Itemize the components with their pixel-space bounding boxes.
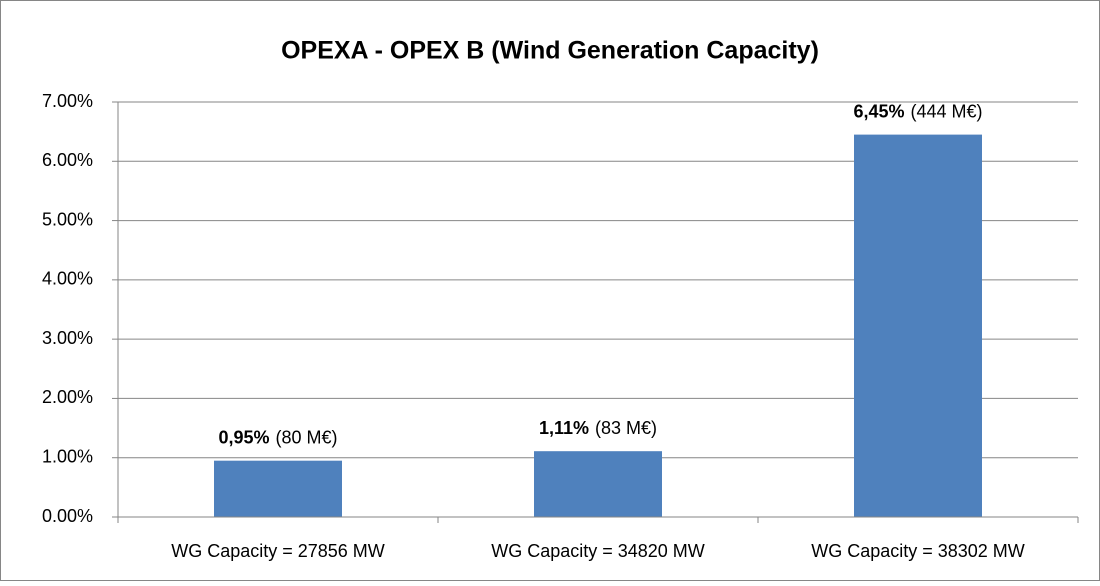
data-label-value: 1,11% [539,418,589,438]
y-tick-label: 0.00% [42,506,93,526]
data-label-value: 0,95% [218,427,269,447]
x-tick-label: WG Capacity = 34820 MW [491,541,705,561]
y-tick-label: 2.00% [42,387,93,407]
bar [214,460,342,517]
y-tick-label: 7.00% [42,91,93,111]
data-label-note: (83 M€) [595,418,657,438]
y-tick-label: 1.00% [42,446,93,466]
x-tick-label: WG Capacity = 38302 MW [811,541,1025,561]
data-label-note: (444 M€) [911,101,983,121]
data-label-note: (80 M€) [276,427,338,447]
bar [534,451,662,517]
data-label-value: 6,45% [853,101,904,121]
x-tick-label: WG Capacity = 27856 MW [171,541,385,561]
chart-title: OPEXA - OPEX B (Wind Generation Capacity… [281,37,819,65]
y-tick-label: 6.00% [42,150,93,170]
y-tick-label: 3.00% [42,328,93,348]
data-label: 1,11% (83 M€) [539,418,657,438]
bar [854,134,982,517]
y-tick-label: 5.00% [42,209,93,229]
y-tick-label: 4.00% [42,269,93,289]
data-label: 6,45% (444 M€) [853,101,982,121]
data-label: 0,95% (80 M€) [218,427,337,447]
